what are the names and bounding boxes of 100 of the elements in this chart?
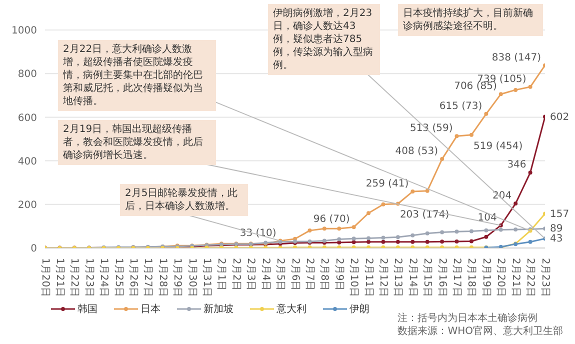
x-tick-label: 2月12日: [378, 258, 388, 298]
data-label: 513 (59): [410, 123, 453, 134]
point: [498, 228, 503, 232]
point: [528, 170, 532, 175]
point: [352, 245, 356, 248]
y-tick-label: 400: [18, 156, 37, 168]
point: [528, 240, 532, 244]
x-tick-label: 2月22日: [524, 258, 536, 298]
x-tick-label: 2月3日: [245, 258, 256, 291]
point: [514, 227, 518, 232]
point: [293, 245, 297, 248]
data-label: 43: [550, 234, 563, 245]
data-label: 204: [492, 190, 512, 202]
point: [484, 228, 488, 232]
point: [454, 239, 459, 244]
data-label: 104: [478, 212, 497, 224]
x-tick-label: 2月1日: [216, 258, 227, 291]
point: [352, 225, 356, 230]
data-label: 408 (53): [395, 146, 438, 158]
point: [352, 240, 356, 244]
point: [425, 245, 430, 248]
x-tick-label: 1月28日: [156, 258, 168, 298]
x-tick-label: 1月30日: [186, 258, 198, 298]
legend-label: 意大利: [276, 302, 306, 316]
legend-label: 韩国: [78, 302, 98, 316]
x-tick-label: 2月18日: [466, 258, 477, 298]
x-tick-label: 2月8日: [318, 258, 330, 291]
y-tick-label: 200: [18, 200, 37, 211]
y-tick-label: 600: [18, 112, 37, 124]
point: [396, 235, 400, 240]
x-tick-label: 2月13日: [392, 258, 404, 298]
data-label: 602: [550, 112, 570, 123]
x-tick-label: 2月4日: [260, 258, 271, 291]
x-tick-label: 1月23日: [83, 258, 94, 298]
data-label: 259 (41): [366, 178, 409, 190]
callout-box: 2月19日，韩国出现超级传播者，教会和医院爆发疫情，此后确诊病例增长迅速。: [58, 120, 216, 165]
x-tick-label: 1月21日: [54, 258, 65, 298]
callout-box: 日本疫情持续扩大，目前新确诊病例感染途径不明。: [398, 4, 543, 36]
x-tick-label: 1月26日: [128, 258, 138, 298]
y-tick-label: 800: [18, 69, 37, 80]
point: [337, 226, 342, 231]
point: [514, 88, 518, 92]
point: [528, 84, 532, 89]
callout-box: 2月5日邮轮暴发疫情，此后，日本确诊人数激增。: [120, 184, 248, 216]
x-tick-label: 2月2日: [230, 258, 242, 291]
callout-box: 2月22日，意大利确诊人数激增，超级传播者使医院爆发疫情，病例主要集中在北部的伦巴第和威尼托，此次传播疑似为当地传播。: [58, 40, 216, 111]
legend-label: 日本: [140, 302, 160, 316]
point: [469, 239, 474, 244]
point: [410, 245, 415, 248]
point: [410, 190, 415, 194]
source-note: 数据来源：WHO官网、意大利卫生部: [398, 325, 563, 338]
x-tick-label: 2月20日: [495, 258, 506, 298]
point: [440, 230, 444, 234]
point: [410, 240, 415, 244]
x-tick-label: 1月24日: [98, 258, 110, 298]
x-tick-label: 1月27日: [142, 258, 154, 298]
x-tick-label: 2月21日: [510, 258, 521, 298]
point: [366, 240, 371, 244]
point: [425, 240, 430, 244]
point: [396, 245, 400, 248]
point: [308, 228, 312, 233]
x-tick-label: 1月22日: [68, 258, 80, 298]
point: [440, 245, 444, 248]
point: [366, 211, 371, 216]
x-tick-label: 2月19日: [480, 258, 492, 298]
y-tick-label: 1000: [12, 26, 37, 37]
x-tick-label: 2月5日: [274, 258, 286, 291]
point: [440, 157, 444, 162]
x-tick-label: 2月23日: [539, 258, 550, 298]
callout-box: 伊朗病例激增，2月23日，确诊人数达43例，疑似患者达785例，传染源为输入型病例。: [268, 4, 380, 75]
x-tick-label: 2月11日: [362, 258, 374, 298]
data-label: 615 (73): [439, 100, 482, 112]
point: [514, 202, 518, 206]
point: [381, 245, 386, 248]
data-label: 838 (147): [492, 52, 542, 64]
point: [322, 245, 326, 248]
point: [484, 234, 488, 239]
data-label: 706 (85): [454, 81, 497, 92]
point: [469, 229, 474, 234]
data-label: 519 (454): [473, 140, 523, 152]
point: [381, 236, 386, 240]
point: [410, 233, 415, 238]
point: [469, 132, 474, 137]
x-tick-label: 2月6日: [289, 258, 300, 291]
x-tick-label: 2月15日: [422, 258, 433, 298]
x-tick-label: 1月25日: [112, 258, 124, 298]
x-tick-label: 2月17日: [451, 258, 462, 298]
x-tick-label: 2月14日: [406, 258, 418, 298]
legend-label: 新加坡: [204, 302, 234, 316]
point: [337, 245, 342, 248]
point: [396, 240, 400, 244]
text: 注：括号内为日本本土确诊病例: [398, 312, 539, 325]
y-tick-label: 0: [30, 244, 37, 255]
point: [454, 134, 459, 138]
point: [337, 240, 342, 245]
point: [425, 188, 430, 193]
point: [469, 245, 474, 248]
data-label: 89: [550, 224, 563, 235]
point: [337, 237, 342, 242]
point: [381, 202, 386, 206]
